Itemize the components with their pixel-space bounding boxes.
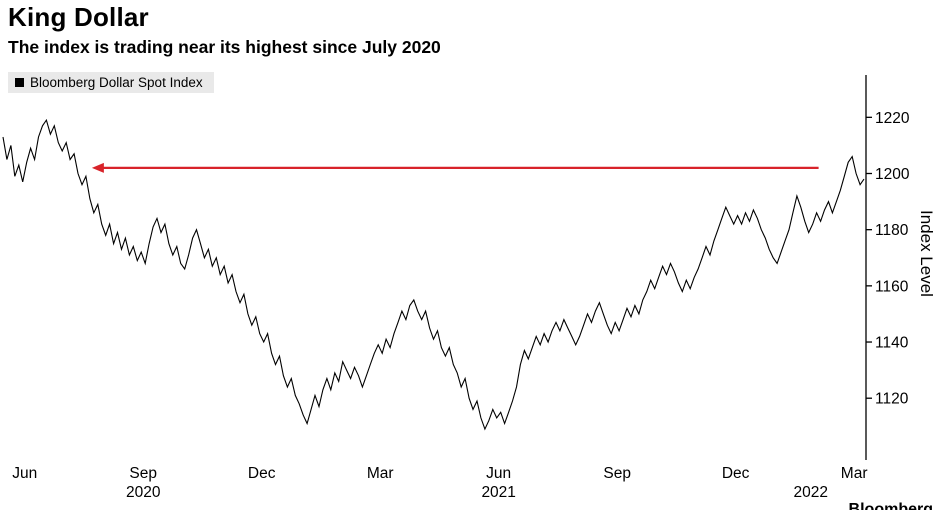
x-tick-label: Mar [841,465,868,482]
legend: Bloomberg Dollar Spot Index [8,72,214,93]
x-tick-label: Sep [129,465,157,482]
x-tick-label: Jun [12,465,37,482]
legend-label: Bloomberg Dollar Spot Index [30,75,203,90]
x-tick-label: Dec [722,465,750,482]
y-tick-label: 1120 [875,391,909,408]
x-tick-label: Dec [248,465,276,482]
x-year-label: 2022 [793,484,827,501]
y-tick-label: 1220 [875,110,910,127]
page-title: King Dollar [8,2,149,32]
annotation-arrowhead-icon [91,162,104,173]
x-year-label: 2020 [126,484,161,501]
chart-subtitle: The index is trading near its highest si… [8,37,441,57]
x-year-label: 2021 [481,484,515,501]
attribution-cropped: Bloomberg [848,501,933,510]
y-tick-label: 1200 [875,166,910,183]
x-tick-label: Sep [603,465,631,482]
legend-square-icon [15,78,24,87]
x-tick-label: Jun [486,465,511,482]
y-axis-title: Index Level [917,210,936,297]
series-line [2,118,865,431]
x-tick-label: Mar [367,465,394,482]
y-tick-label: 1180 [875,222,909,239]
y-tick-label: 1140 [875,335,909,352]
y-tick-label: 1160 [875,278,909,295]
